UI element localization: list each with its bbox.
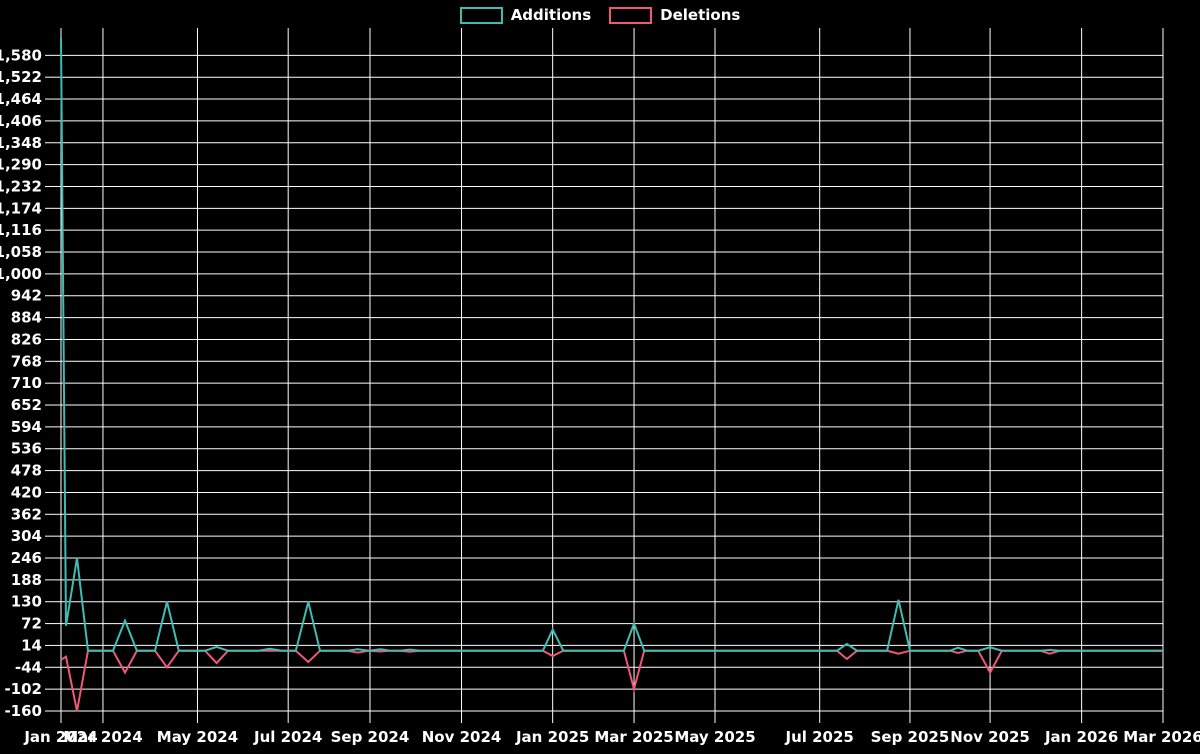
y-axis-tick-label: 14: [21, 636, 42, 654]
y-axis-tick-label: 1,348: [0, 134, 42, 152]
y-axis-tick-label: -44: [15, 658, 42, 676]
y-axis-tick-label: 362: [11, 505, 42, 523]
x-axis-tick-label: Jul 2025: [784, 728, 853, 746]
legend-item-deletions[interactable]: Deletions: [609, 6, 740, 24]
y-axis-tick-label: 246: [11, 549, 42, 567]
y-axis-tick-label: 1,000: [0, 265, 42, 283]
y-axis-tick-label: 768: [11, 352, 42, 370]
y-axis-tick-label: 594: [11, 418, 42, 436]
y-axis-tick-label: 536: [11, 440, 42, 458]
y-axis-tick-label: 478: [11, 462, 42, 480]
y-axis-tick-label: -160: [4, 702, 42, 720]
x-axis-tick-label: Nov 2024: [422, 728, 502, 746]
x-axis-tick-label: Jan 2026: [1044, 728, 1118, 746]
x-axis-tick-label: Jan 2024: [23, 728, 97, 746]
y-axis-tick-label: 1,232: [0, 177, 42, 195]
y-axis-tick-label: 884: [11, 309, 42, 327]
y-axis-tick-label: 942: [11, 287, 42, 305]
y-axis-tick-label: 1,406: [0, 112, 42, 130]
legend-label-additions: Additions: [510, 6, 592, 24]
legend-label-deletions: Deletions: [660, 6, 741, 24]
x-axis-tick-label: Mar 2024: [63, 728, 142, 746]
y-axis-tick-label: 1,580: [0, 46, 42, 64]
y-axis-tick-label: -102: [4, 680, 42, 698]
additions-line: [60, 37, 1163, 652]
additions-swatch-icon: [459, 6, 503, 24]
y-axis-tick-label: 130: [11, 593, 42, 611]
y-axis-tick-label: 710: [11, 374, 42, 392]
y-axis-tick-label: 420: [11, 483, 42, 501]
legend-item-additions[interactable]: Additions: [459, 6, 592, 24]
y-axis-tick-label: 1,290: [0, 156, 42, 174]
deletions-line: [60, 649, 1163, 712]
y-axis-tick-label: 304: [11, 527, 42, 545]
y-axis-tick-label: 826: [11, 330, 42, 348]
x-axis-tick-label: Mar 2025: [594, 728, 673, 746]
y-axis-tick-label: 1,116: [0, 221, 42, 239]
y-axis-tick-label: 188: [11, 571, 42, 589]
x-axis-tick-label: Sep 2024: [331, 728, 410, 746]
x-axis-tick-label: Sep 2025: [871, 728, 950, 746]
x-axis-tick-label: May 2024: [157, 728, 238, 746]
y-grid: 1,580 1,522 1,464 1,406 1,348 1,290 1,232 1,174…: [0, 46, 1163, 720]
chart-legend: Additions Deletions: [0, 6, 1200, 24]
x-axis-tick-label: May 2025: [674, 728, 755, 746]
x-axis-tick-label: Mar 2026: [1123, 728, 1200, 746]
y-axis-tick-label: 72: [21, 615, 42, 633]
y-axis-tick-label: 1,464: [0, 90, 42, 108]
x-axis-tick-label: Jul 2024: [253, 728, 322, 746]
x-axis-tick-label: Nov 2025: [950, 728, 1030, 746]
deletions-swatch-icon: [609, 6, 653, 24]
y-axis-tick-label: 1,174: [0, 199, 42, 217]
x-axis-tick-label: Jan 2025: [515, 728, 589, 746]
y-axis-tick-label: 1,522: [0, 68, 42, 86]
y-axis-tick-label: 1,058: [0, 243, 42, 261]
y-axis-tick-label: 652: [11, 396, 42, 414]
